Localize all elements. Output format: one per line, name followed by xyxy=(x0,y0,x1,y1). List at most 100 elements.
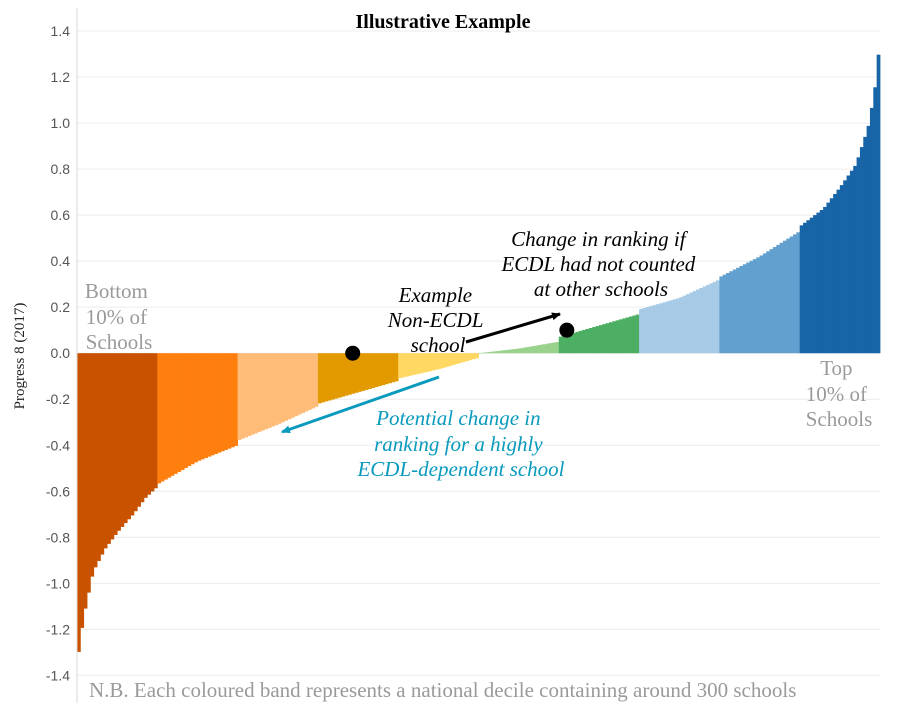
school-bar xyxy=(321,353,325,403)
school-bar xyxy=(227,353,232,449)
school-bar xyxy=(364,353,369,390)
school-bar xyxy=(368,353,372,389)
y-axis: 1.4 1.2 1.0 0.8 0.6 0.4 0.2 0.0 -0.2 -0.4 -0.6 -0.8… xyxy=(46,8,78,703)
school-bar xyxy=(180,353,185,470)
school-bar xyxy=(137,353,141,507)
example-school-line-1: Example xyxy=(398,283,472,307)
school-bar xyxy=(113,353,118,535)
school-bar xyxy=(354,353,359,393)
decile-band-7 xyxy=(558,314,640,354)
school-bar xyxy=(542,344,546,354)
school-bar xyxy=(776,244,781,354)
ranking-change-line-3: at other schools xyxy=(534,277,668,301)
school-bar xyxy=(187,353,192,467)
school-bar xyxy=(284,353,289,421)
school-bar xyxy=(752,259,757,354)
school-bar xyxy=(461,353,466,363)
school-bar xyxy=(398,353,402,379)
school-bar xyxy=(301,353,305,414)
school-bar xyxy=(337,353,342,398)
school-bar xyxy=(83,353,88,609)
school-bar xyxy=(391,353,396,383)
school-bar xyxy=(120,353,125,527)
school-bar xyxy=(103,353,108,549)
school-bar xyxy=(374,353,379,388)
school-bar xyxy=(612,321,617,354)
school-bar xyxy=(782,240,787,354)
school-bar xyxy=(652,305,657,354)
school-bar xyxy=(605,323,610,354)
school-bar xyxy=(87,353,91,593)
school-bar xyxy=(739,266,744,354)
school-bar xyxy=(508,349,513,354)
school-bar xyxy=(535,345,540,354)
school-point xyxy=(559,322,575,338)
school-bar xyxy=(689,292,694,354)
school-bar xyxy=(772,247,777,354)
decile-band-8 xyxy=(639,280,720,354)
school-bar xyxy=(334,353,339,399)
school-bar xyxy=(525,347,530,354)
school-bar xyxy=(160,353,165,482)
school-bar xyxy=(692,291,697,354)
school-bar xyxy=(511,349,516,354)
school-bar xyxy=(448,353,453,366)
school-bar xyxy=(471,353,476,360)
school-bar xyxy=(421,353,426,373)
school-bar xyxy=(485,352,489,354)
school-bar xyxy=(204,353,208,459)
school-bar xyxy=(632,315,637,354)
school-bar xyxy=(107,353,111,544)
school-bar xyxy=(501,350,506,354)
school-bar xyxy=(659,303,663,354)
school-bar xyxy=(234,353,238,446)
school-bar xyxy=(712,281,717,354)
ranking-change-line-1: Change in ranking if xyxy=(511,227,689,251)
school-bar xyxy=(622,318,627,354)
school-bar xyxy=(170,353,175,476)
example-school-label: Example Non-ECDL school xyxy=(387,283,489,357)
school-bar xyxy=(418,353,423,374)
school-bar xyxy=(759,255,764,354)
school-bar xyxy=(639,308,643,354)
y-tick-label: -0.8 xyxy=(46,529,70,545)
school-bar xyxy=(491,351,496,354)
potential-change-label: Potential change in ranking for a highly… xyxy=(356,406,564,481)
school-bar xyxy=(110,353,115,540)
school-bar xyxy=(378,353,382,387)
school-point xyxy=(345,345,361,361)
school-bar xyxy=(816,212,821,354)
school-bar xyxy=(267,353,272,428)
school-bar xyxy=(582,329,586,354)
school-bar xyxy=(411,353,416,376)
school-bar xyxy=(608,322,613,354)
school-bar xyxy=(97,353,101,561)
decile-band-9 xyxy=(719,232,801,354)
school-bar xyxy=(552,342,556,354)
school-bar xyxy=(287,353,292,420)
school-bar xyxy=(736,267,740,354)
school-bar xyxy=(809,217,814,354)
annotations: Bottom 10% of Schools Top 10% of Schools… xyxy=(85,227,872,702)
school-bar xyxy=(769,249,774,354)
decile-bands xyxy=(77,54,881,652)
school-bar xyxy=(598,325,603,354)
school-bar xyxy=(327,353,332,401)
school-bar xyxy=(853,165,857,354)
school-bar xyxy=(297,353,302,415)
school-bar xyxy=(762,253,767,354)
school-bar xyxy=(435,353,439,370)
y-tick-label: -1.2 xyxy=(46,621,70,637)
y-tick-label: 1.2 xyxy=(51,69,71,85)
y-axis-label: Progress 8 (2017) xyxy=(12,303,28,410)
school-bar xyxy=(619,319,623,354)
school-bar xyxy=(341,353,346,397)
school-bar xyxy=(518,348,523,354)
school-bar xyxy=(662,302,667,354)
school-bar xyxy=(592,327,597,354)
school-bar xyxy=(585,328,590,354)
school-bar xyxy=(207,353,212,457)
ranking-change-label: Change in ranking if ECDL had not counte… xyxy=(500,227,700,301)
school-bar xyxy=(695,289,700,354)
school-bar xyxy=(836,189,841,354)
